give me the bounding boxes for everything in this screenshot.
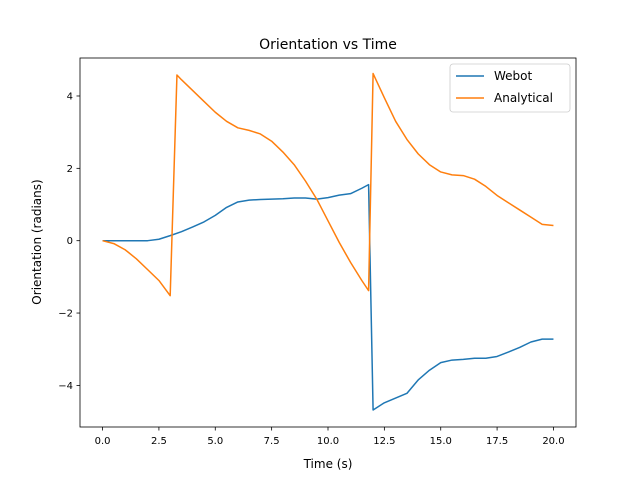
plot-background (80, 58, 576, 427)
y-tick-label: −2 (58, 309, 73, 320)
y-tick-label: 0 (67, 236, 73, 247)
y-tick-label: 2 (67, 164, 73, 175)
x-tick-label: 15.0 (430, 436, 452, 447)
x-tick-label: 2.5 (151, 436, 167, 447)
series-layer (102, 72, 554, 411)
x-tick-label: 7.5 (264, 436, 280, 447)
y-tick-label: 4 (67, 91, 73, 102)
x-axis-label: Time (s) (303, 457, 353, 471)
y-tick-label: −4 (58, 381, 73, 392)
x-tick-label: 12.5 (373, 436, 395, 447)
legend: Webot Analytical (449, 63, 571, 113)
x-tick-label: 10.0 (317, 436, 339, 447)
x-tick-label: 20.0 (542, 436, 564, 447)
x-tick-label: 5.0 (207, 436, 223, 447)
series-line-webot (102, 183, 554, 411)
plot-area (80, 58, 576, 427)
x-tick-label: 17.5 (486, 436, 508, 447)
series-line-analytical (102, 72, 554, 297)
x-tick-label: 0.0 (95, 436, 111, 447)
legend-label-webot: Webot (494, 69, 533, 83)
y-axis-label: Orientation (radians) (30, 179, 44, 304)
x-axis-ticks: 0.0 2.5 5.0 7.5 10.0 12.5 15.0 17.5 20.0 (95, 427, 565, 447)
chart-title: Orientation vs Time (259, 37, 397, 53)
y-axis-ticks: −4 −2 0 2 4 (58, 91, 80, 392)
legend-label-analytical: Analytical (494, 91, 553, 105)
